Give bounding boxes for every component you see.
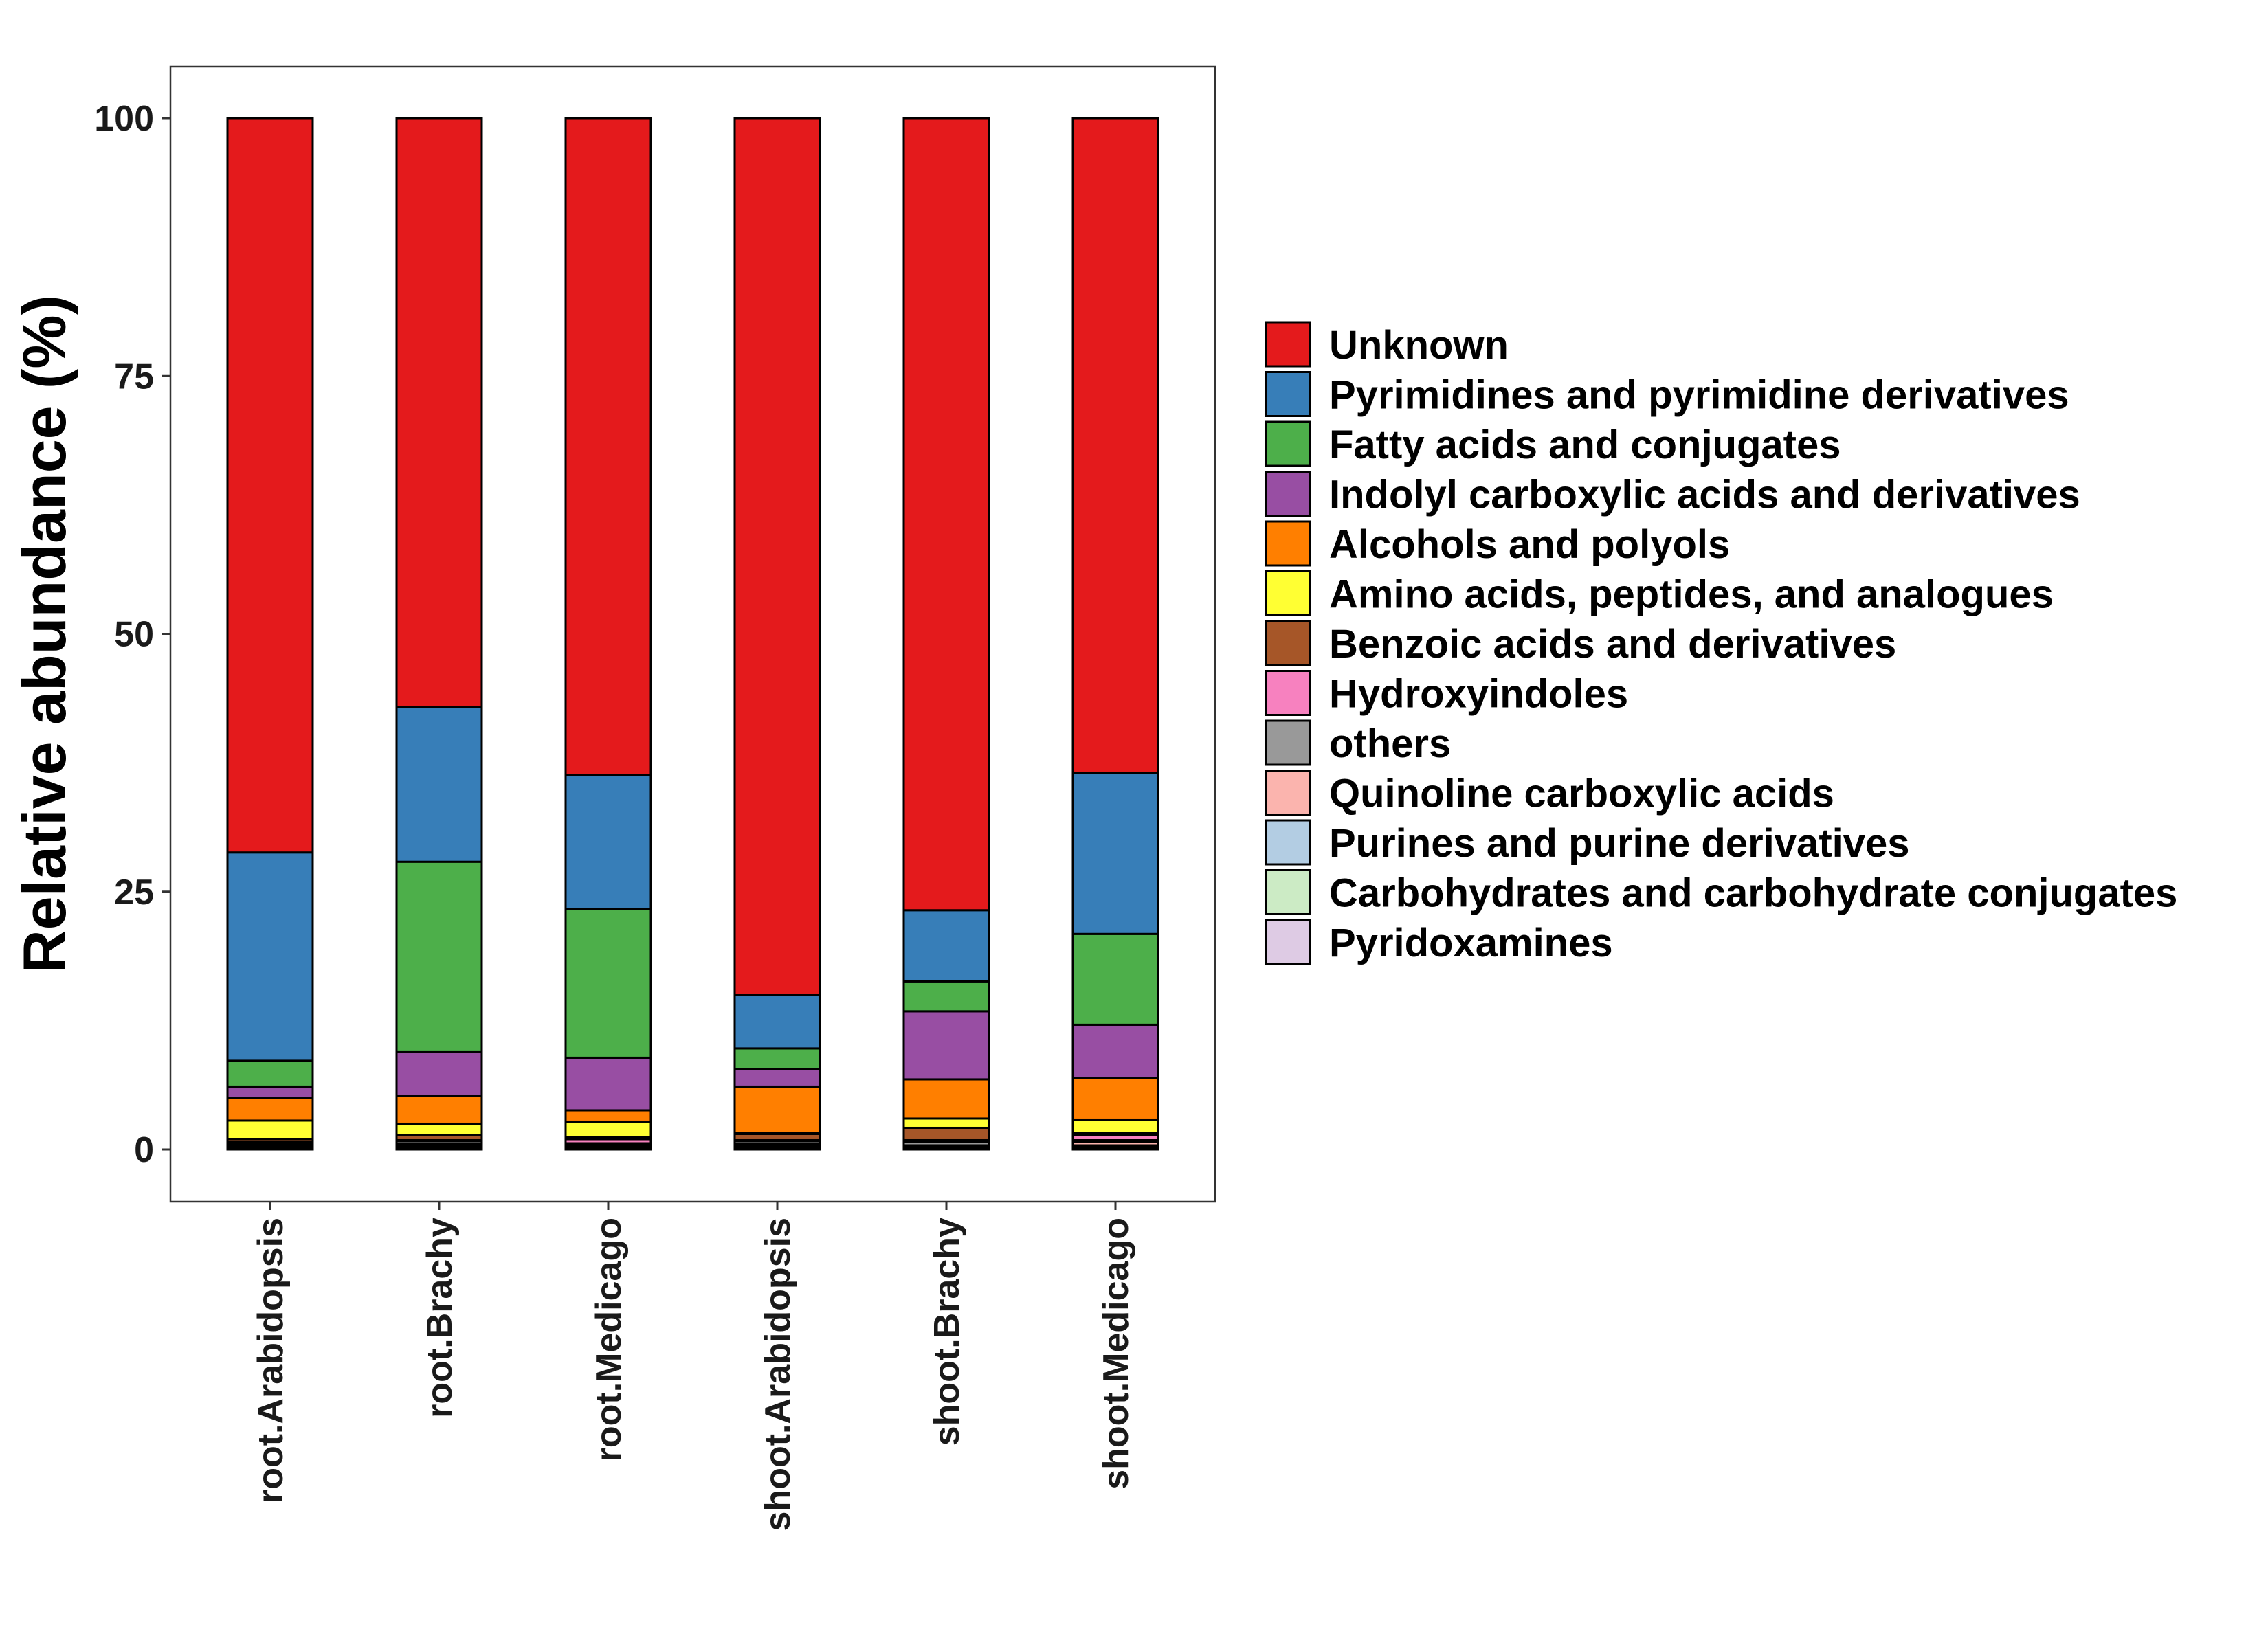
bar-segment-fatty-acids-and-conjugates [902,980,990,1013]
bar-segment-amino-acids-peptides-and-analogues [1071,1118,1159,1134]
legend: Unknown Pyrimidines and pyrimidine deriva… [1265,321,2177,965]
legend-label: Unknown [1329,323,1509,368]
legend-item-unknown: Unknown [1265,321,1509,368]
bar-segment-fatty-acids-and-conjugates [395,860,483,1053]
bar-group-shoot-brachy [902,117,990,1151]
x-tick-label-shoot-brachy: shoot.Brachy [927,1218,967,1446]
legend-swatch [1265,719,1311,766]
bar-segment-unknown [395,117,483,708]
bar-segment-indolyl-carboxylic-acids-and-derivatives [226,1085,314,1099]
legend-item-purines-and-purine-derivatives: Purines and purine derivatives [1265,819,1910,866]
bar-segment-indolyl-carboxylic-acids-and-derivatives [564,1056,652,1112]
y-tick-label: 75 [114,357,154,396]
legend-swatch [1265,670,1311,716]
bar-segment-pyrimidines-and-pyrimidine-derivatives [902,909,990,983]
bar-segment-fatty-acids-and-conjugates [1071,932,1159,1026]
bar-segment-pyrimidines-and-pyrimidine-derivatives [1071,772,1159,935]
y-axis-title: Relative abundance (%) [10,295,78,974]
bar-segment-indolyl-carboxylic-acids-and-derivatives [902,1010,990,1081]
legend-swatch [1265,570,1311,616]
bar-segment-unknown [733,117,821,996]
legend-item-fatty-acids-and-conjugates: Fatty acids and conjugates [1265,420,1841,467]
bar-segment-pyrimidines-and-pyrimidine-derivatives [733,994,821,1050]
bar-segment-alcohols-and-polyols [395,1095,483,1125]
legend-swatch [1265,321,1311,368]
bar-group-shoot-medicago [1071,117,1159,1151]
legend-swatch [1265,471,1311,517]
legend-item-benzoic-acids-and-derivatives: Benzoic acids and derivatives [1265,620,1896,666]
legend-label: others [1329,721,1451,766]
legend-swatch [1265,819,1311,866]
bar-segment-benzoic-acids-and-derivatives [902,1126,990,1141]
bar-segment-indolyl-carboxylic-acids-and-derivatives [395,1050,483,1097]
legend-label: Indolyl carboxylic acids and derivatives [1329,473,2080,517]
bar-segment-pyrimidines-and-pyrimidine-derivatives [564,774,652,910]
bar-segment-indolyl-carboxylic-acids-and-derivatives [1071,1023,1159,1079]
legend-item-pyrimidines-and-pyrimidine-derivatives: Pyrimidines and pyrimidine derivatives [1265,371,2069,418]
legend-item-carbohydrates-and-carbohydrate-conjugates: Carbohydrates and carbohydrate conjugate… [1265,869,2177,916]
bar-segment-amino-acids-peptides-and-analogues [564,1120,652,1138]
legend-item-alcohols-and-polyols: Alcohols and polyols [1265,520,1730,567]
bar-segment-amino-acids-peptides-and-analogues [226,1119,314,1141]
bar-segment-fatty-acids-and-conjugates [733,1047,821,1070]
bar-segment-alcohols-and-polyols [564,1109,652,1123]
y-axis: 0 25 50 75 100 [94,99,170,1170]
legend-label: Pyridoxamines [1329,921,1613,965]
legend-swatch [1265,420,1311,467]
legend-item-amino-acids-peptides-and-analogues: Amino acids, peptides, and analogues [1265,570,2054,617]
bars-layer [226,117,1159,1151]
bar-segment-indolyl-carboxylic-acids-and-derivatives [733,1068,821,1088]
y-tick-label: 50 [114,615,154,655]
bar-segment-amino-acids-peptides-and-analogues [395,1122,483,1136]
legend-item-indolyl-carboxylic-acids-and-derivatives: Indolyl carboxylic acids and derivatives [1265,471,2080,517]
legend-label: Pyrimidines and pyrimidine derivatives [1329,373,2069,418]
bar-segment-alcohols-and-polyols [226,1097,314,1122]
legend-swatch [1265,770,1311,816]
legend-label: Alcohols and polyols [1329,522,1730,567]
legend-item-quinoline-carboxylic-acids: Quinoline carboxylic acids [1265,770,1834,816]
bar-segment-fatty-acids-and-conjugates [226,1059,314,1088]
x-tick-label-root-brachy: root.Brachy [420,1218,460,1418]
y-tick-label: 100 [94,99,154,139]
x-tick-label-root-medicago: root.Medicago [589,1218,629,1461]
bar-segment-alcohols-and-polyols [1071,1077,1159,1121]
x-axis: root.Arabidopsis root.Brachy root.Medicago… [251,1202,1136,1531]
legend-item-others: others [1265,719,1451,766]
legend-label: Carbohydrates and carbohydrate conjugate… [1329,871,2177,916]
plot-panel [169,65,1216,1203]
legend-item-hydroxyindoles: Hydroxyindoles [1265,670,1628,717]
bar-group-root-arabidopsis [226,117,314,1151]
bar-segment-unknown [226,117,314,854]
bar-group-shoot-arabidopsis [733,117,821,1151]
bar-segment-unknown [902,117,990,912]
bar-group-root-medicago [564,117,652,1151]
x-tick-label-root-arabidopsis: root.Arabidopsis [251,1218,291,1503]
legend-label: Fatty acids and conjugates [1329,423,1841,467]
bar-segment-amino-acids-peptides-and-analogues [902,1117,990,1129]
y-tick-label: 25 [114,873,154,912]
legend-swatch [1265,869,1311,915]
legend-label: Quinoline carboxylic acids [1329,772,1834,816]
y-tick-label: 0 [134,1130,154,1170]
x-tick-label-shoot-medicago: shoot.Medicago [1096,1218,1136,1490]
bar-segment-alcohols-and-polyols [733,1085,821,1134]
legend-item-pyridoxamines: Pyridoxamines [1265,919,1613,965]
legend-label: Hydroxyindoles [1329,672,1628,717]
legend-swatch [1265,620,1311,666]
legend-swatch [1265,919,1311,965]
legend-swatch [1265,371,1311,417]
legend-label: Benzoic acids and derivatives [1329,622,1896,666]
bar-segment-pyrimidines-and-pyrimidine-derivatives [395,706,483,863]
x-tick-label-shoot-arabidopsis: shoot.Arabidopsis [758,1218,798,1531]
bar-segment-fatty-acids-and-conjugates [564,908,652,1059]
legend-label: Amino acids, peptides, and analogues [1329,572,2054,617]
legend-label: Purines and purine derivatives [1329,821,1910,866]
legend-swatch [1265,520,1311,567]
bar-segment-alcohols-and-polyols [902,1078,990,1120]
bar-group-root-brachy [395,117,483,1151]
bar-segment-unknown [564,117,652,776]
bar-segment-pyrimidines-and-pyrimidine-derivatives [226,851,314,1062]
bar-segment-unknown [1071,117,1159,774]
